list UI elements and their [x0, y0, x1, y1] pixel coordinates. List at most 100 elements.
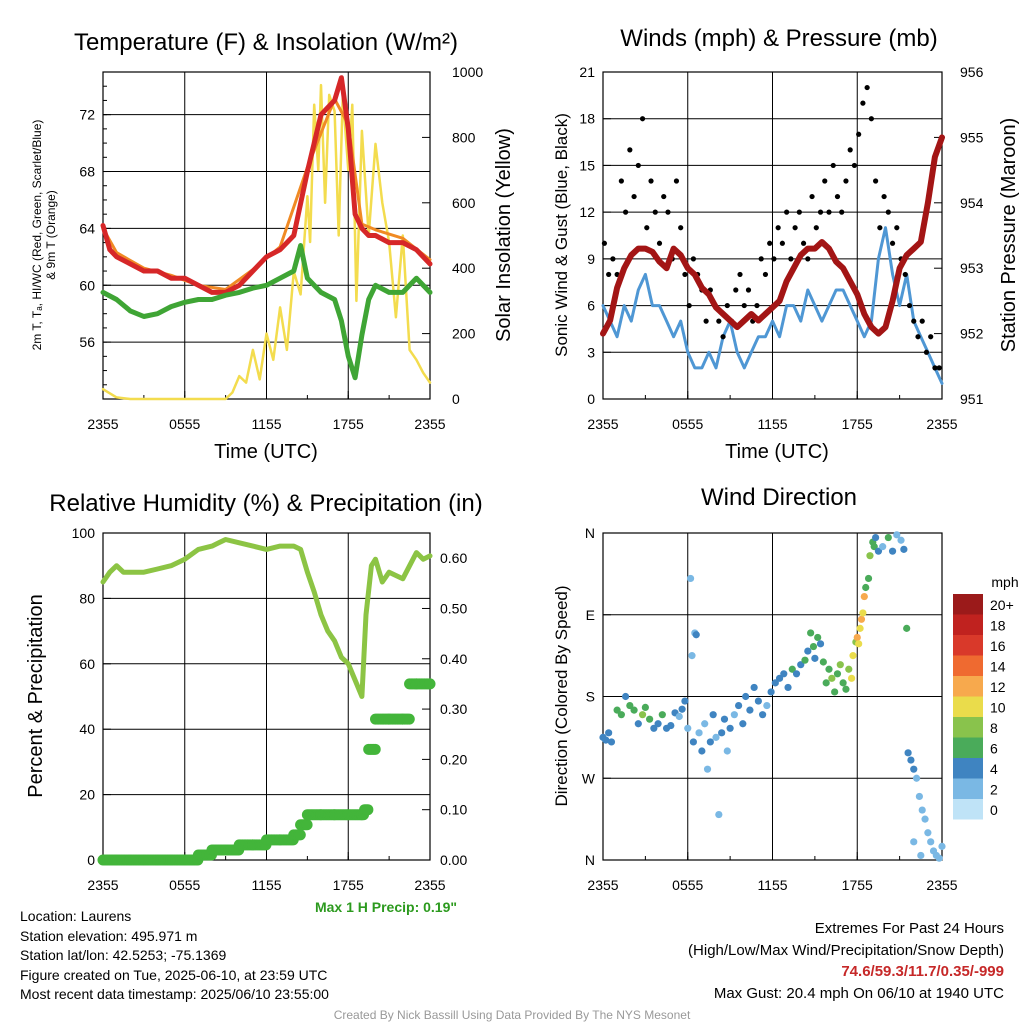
dir-point [754, 697, 762, 705]
dir-point [650, 724, 658, 732]
wind-gust-point [703, 318, 709, 324]
recent-text: Most recent data timestamp: 2025/06/10 2… [20, 986, 329, 1002]
dir-point [856, 624, 864, 632]
dir-point [893, 531, 901, 539]
dir-point [784, 683, 792, 692]
dir-point [870, 543, 878, 551]
credit-text: Created By Nick Bassill Using Data Provi… [333, 1008, 691, 1022]
dir-point [780, 670, 788, 678]
dir-point [667, 721, 675, 730]
wind-gust-point [639, 116, 646, 122]
dir-point [938, 842, 946, 850]
wind-gust-point [868, 116, 874, 122]
dir-point [767, 688, 775, 696]
dir-point [884, 533, 892, 542]
dir-point [828, 674, 836, 682]
wind-gust-point [678, 225, 684, 231]
dir-point [626, 701, 634, 710]
wind-ytick-left-label: 6 [587, 298, 595, 314]
rh-line [100, 537, 433, 699]
station-info: Location: Laurens Station elevation: 495… [20, 907, 329, 1005]
wind-gust-point [661, 193, 667, 200]
rh-ytick-right-label: 0.20 [440, 751, 467, 767]
precip-point [301, 819, 313, 831]
dir-point [811, 654, 819, 662]
precip-point [294, 829, 306, 841]
dir-point [839, 679, 847, 687]
wind-gust-point [741, 302, 747, 309]
wind-gust-point [754, 302, 760, 309]
wind-ylabel-right: Station Pressure (Maroon) [998, 118, 1020, 353]
dir-point [862, 583, 870, 592]
rh-xtick-label: 0555 [169, 877, 200, 893]
wind-gust-point [737, 271, 743, 278]
dir-point [698, 747, 706, 755]
wind-ytick-left-label: 9 [587, 251, 595, 267]
temp-series-line [100, 75, 433, 295]
dir-point [684, 724, 692, 732]
wind-gust-point [936, 365, 942, 371]
temp-xlabel: Time (UTC) [214, 441, 318, 463]
wind-gust-point [690, 256, 697, 262]
extremes-subtitle: (High/Low/Max Wind/Precipitation/Snow De… [688, 941, 1004, 959]
dir-legend-swatch [953, 676, 983, 697]
dir-point [701, 720, 709, 728]
wind-gust-point [610, 256, 616, 262]
dir-point [723, 747, 731, 755]
dir-point [807, 629, 815, 637]
wind-gust-point [720, 334, 726, 340]
dir-point [771, 679, 779, 687]
precip-point [369, 743, 381, 755]
dir-point [703, 765, 712, 773]
rh-xtick-label: 1755 [333, 877, 364, 893]
dir-point [822, 679, 830, 687]
wind-gust-point [864, 84, 870, 91]
wind-gust-point [915, 334, 921, 340]
dir-point [678, 705, 686, 713]
dir-point [935, 854, 943, 862]
dir-point [689, 738, 698, 746]
wind-gust-point [627, 147, 633, 153]
dir-legend-swatch [953, 758, 983, 779]
rh-ytick-left-label: 80 [79, 590, 95, 606]
wind-gust-point [796, 209, 802, 215]
rh-ytick-left-label: 60 [79, 656, 95, 672]
dir-ytick-label: N [585, 525, 595, 541]
wind-gust-point [623, 209, 629, 215]
wind-xlabel: Time (UTC) [725, 441, 829, 463]
dir-point [792, 670, 801, 678]
wind-gust-point [813, 225, 819, 231]
wind-gust-point [860, 100, 866, 106]
rh-xtick-label: 2355 [414, 877, 445, 893]
wind-gust-point [635, 162, 641, 169]
wind-gust-point [800, 240, 807, 246]
wind-gust-point [784, 209, 790, 215]
wind-gust-point [843, 178, 849, 184]
wind-gust-point [618, 178, 624, 184]
dir-point [849, 652, 857, 660]
wind-xtick-label: 0555 [672, 416, 703, 432]
dir-ylabel-left: Direction (Colored By Speed) [552, 585, 571, 806]
temp-ytick-left-label: 56 [79, 334, 95, 350]
dir-xtick-label: 1755 [842, 877, 873, 893]
dir-point [804, 647, 812, 655]
rh-ytick-left-label: 0 [87, 852, 95, 868]
dir-point [855, 640, 863, 648]
rh-ylabel-left: Percent & Precipitation [25, 594, 47, 797]
wind-ytick-right-label: 955 [960, 129, 984, 145]
dir-legend-swatch [953, 635, 983, 656]
dir-point [763, 701, 771, 710]
wind-gust-point [682, 271, 688, 278]
extremes-values: 74.6/59.3/11.7/0.35/-999 [841, 963, 1004, 980]
dir-xtick-label: 1155 [757, 877, 787, 893]
wind-gust-point [648, 178, 654, 184]
wind-gust-point [775, 225, 781, 231]
temp-frame [102, 71, 431, 400]
dir-point [739, 720, 747, 728]
dir-point [638, 711, 647, 719]
wind-ylabel-left: Sonic Wind & Gust (Blue, Black) [552, 113, 571, 357]
dir-ytick-label: S [586, 689, 595, 705]
dir-point [921, 815, 929, 823]
rh-frame [102, 532, 431, 861]
dir-legend-label: 6 [990, 741, 998, 757]
